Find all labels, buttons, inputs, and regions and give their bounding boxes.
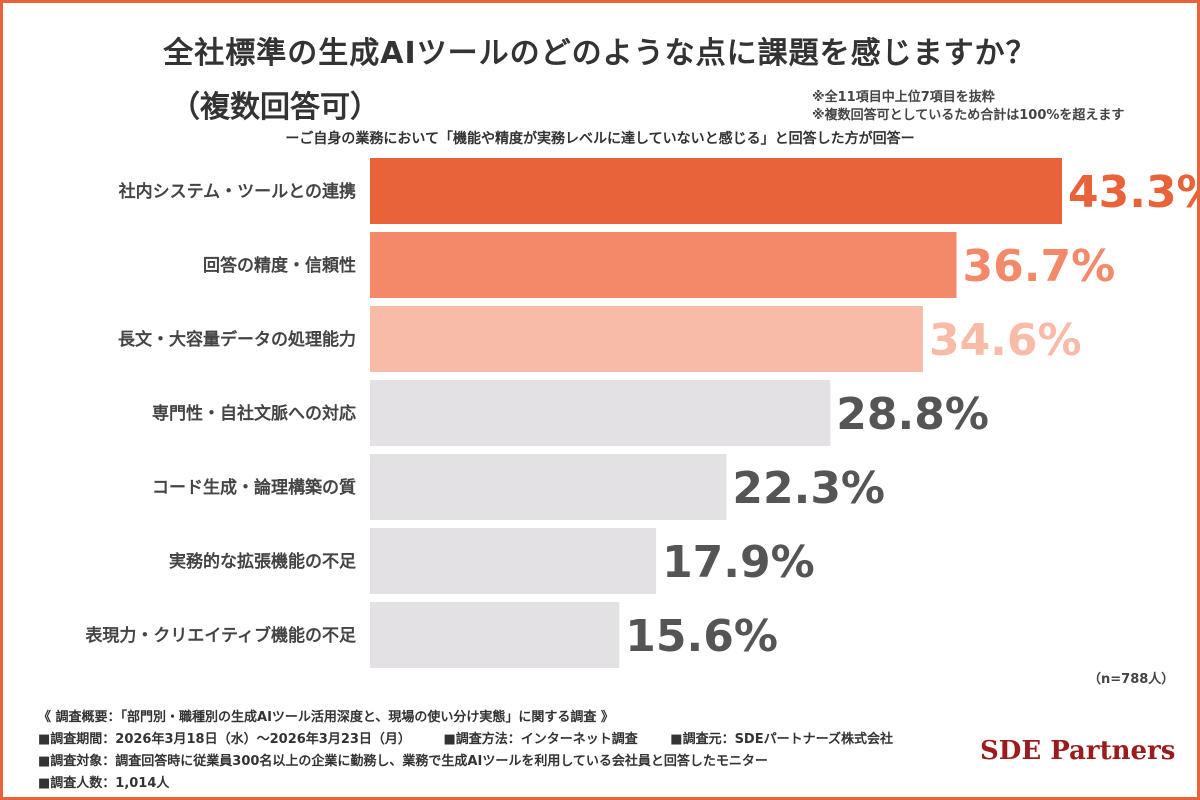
bar-2 (370, 232, 957, 298)
value-label-3: 34.6% (929, 315, 1082, 366)
note-multiple-answers: ※複数回答可としているため合計は100%を超えます (812, 108, 1125, 123)
sample-size: （n=788人） (1088, 672, 1175, 687)
bar-1 (370, 158, 1062, 224)
bar-7 (370, 602, 620, 668)
footer-method: ■調査方法：インターネット調査 (443, 732, 638, 747)
chart-subtitle: ーご自身の業務において「機能や精度が実務レベルに達していないと感じる」と回答した… (285, 131, 915, 147)
bar-4 (370, 380, 831, 446)
value-label-1: 43.3% (1068, 167, 1200, 218)
footer-overview: 《 調査概要：「部門別・職種別の生成AIツール活用深度と、現場の使い分け実態」に… (38, 710, 614, 725)
value-label-4: 28.8% (836, 389, 989, 440)
category-label-2: 回答の精度・信頼性 (203, 255, 356, 276)
brand-logo: SDE Partners (980, 736, 1176, 766)
chart-title: 全社標準の生成AIツールのどのような点に課題を感じますか？ (163, 36, 1037, 71)
bar-5 (370, 454, 727, 520)
footer-count: ■調査人数：1,014人 (38, 776, 170, 791)
footer-period: ■調査期間：2026年3月18日（水）～2026年3月23日（月） (38, 732, 411, 747)
value-label-5: 22.3% (732, 463, 885, 514)
value-label-7: 15.6% (625, 611, 778, 662)
category-label-7: 表現力・クリエイティブ機能の不足 (85, 625, 356, 646)
footer-target: ■調査対象：調査回答時に従業員300名以上の企業に勤務し、業務で生成AIツールを… (38, 754, 768, 769)
chart-title-line2: （複数回答可） (170, 90, 380, 125)
category-label-3: 長文・大容量データの処理能力 (118, 329, 356, 350)
category-label-6: 実務的な拡張機能の不足 (169, 551, 356, 572)
bar-3 (370, 306, 923, 372)
note-top-items: ※全11項目中上位7項目を抜粋 (812, 90, 995, 105)
category-label-4: 専門性・自社文脈への対応 (152, 403, 356, 424)
value-label-6: 17.9% (662, 537, 815, 588)
value-label-2: 36.7% (963, 241, 1116, 292)
category-label-1: 社内システム・ツールとの連携 (118, 181, 356, 202)
footer-source: ■調査元：SDEパートナーズ株式会社 (670, 732, 893, 747)
category-label-5: コード生成・論理構築の質 (152, 477, 356, 498)
bar-6 (370, 528, 657, 594)
footer-row-2: ■調査期間：2026年3月18日（水）～2026年3月23日（月） ■調査方法：… (38, 728, 921, 747)
